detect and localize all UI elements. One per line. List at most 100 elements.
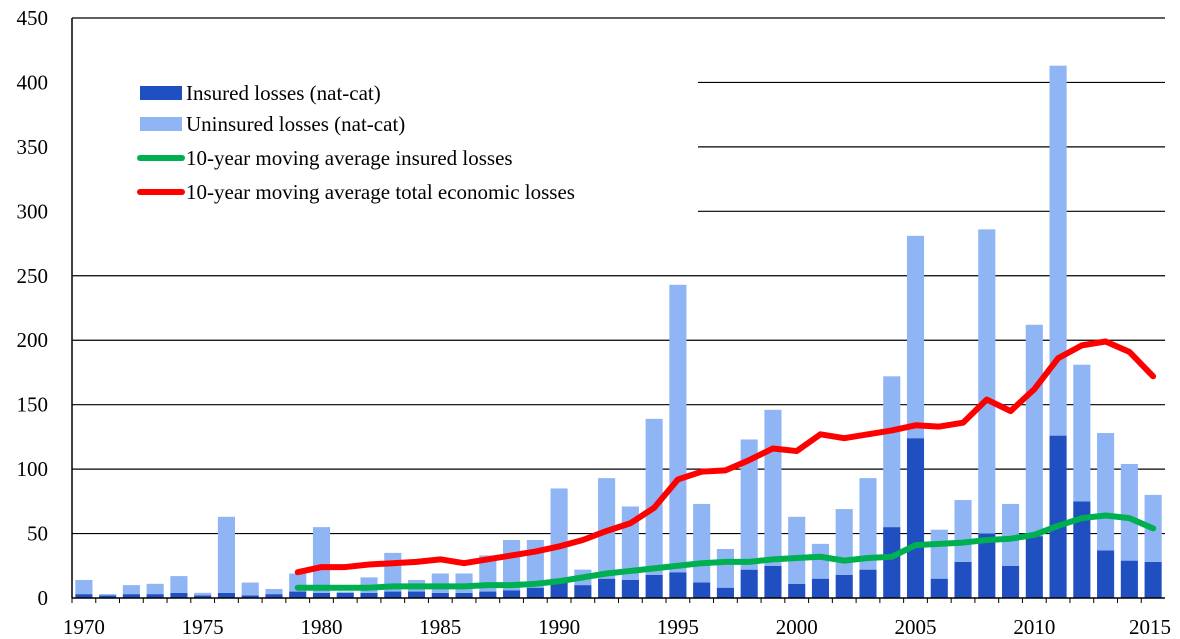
insured-bar-1978 — [265, 594, 283, 598]
y-tick-label: 300 — [17, 199, 49, 223]
uninsured-bar-1980 — [312, 527, 331, 593]
insured-bar-1996 — [693, 582, 711, 598]
uninsured-bar-2007 — [954, 500, 972, 562]
insured-bar-2007 — [954, 561, 972, 598]
y-tick-label: 450 — [17, 6, 49, 30]
legend-label-1: Uninsured losses (nat-cat) — [186, 112, 405, 136]
uninsured-bar-2002 — [835, 509, 853, 575]
legend: Insured losses (nat-cat) Uninsured losses… — [137, 81, 575, 204]
insured-bar-1975 — [194, 595, 212, 598]
insured-bar-2003 — [859, 569, 877, 598]
insured-bar-1987 — [479, 591, 497, 598]
uninsured-bar-2008 — [978, 229, 996, 534]
total-moving-average-line — [294, 338, 1157, 576]
x-tick-label: 2005 — [895, 615, 937, 639]
insured-bar-1989 — [526, 587, 544, 598]
uninsured-bar-2004 — [883, 376, 901, 528]
y-tick-label: 350 — [17, 135, 49, 159]
uninsured-bar-2001 — [811, 543, 830, 579]
uninsured-bar-2014 — [1120, 463, 1138, 561]
insured-bar-1976 — [217, 592, 235, 598]
uninsured-bar-1990 — [550, 488, 568, 579]
uninsured-bar-2000 — [788, 516, 806, 584]
insured-bar-2009 — [1002, 565, 1020, 598]
x-tick-label: 1990 — [538, 615, 580, 639]
y-tick-label: 100 — [17, 457, 49, 481]
uninsured-bar-2012 — [1073, 364, 1091, 502]
y-tick-label: 50 — [27, 522, 48, 546]
uninsured-bar-1973 — [146, 583, 164, 595]
uninsured-bar-1995 — [669, 284, 687, 573]
x-tick-label: 1975 — [182, 615, 224, 639]
uninsured-bar-1975 — [194, 592, 212, 596]
y-tick-label: 200 — [17, 328, 49, 352]
x-tick-label: 2015 — [1129, 615, 1171, 639]
uninsured-bar-2009 — [1002, 503, 1020, 566]
uninsured-bar-1978 — [265, 588, 283, 595]
insured-bar-1981 — [336, 592, 354, 598]
gridlines — [72, 17, 1165, 535]
uninsured-bar-1999 — [764, 409, 782, 566]
insured-bar-1999 — [764, 565, 782, 598]
axes: 0 50 100 150 200 250 300 350 400 450 1970 1975 1980 1… — [17, 6, 1172, 639]
insured-bar-1972 — [122, 594, 140, 598]
insured-bar-2004 — [883, 527, 901, 598]
insured-bar-2014 — [1120, 560, 1138, 598]
insured-bar-2010 — [1025, 536, 1043, 598]
insured-bar-1994 — [645, 574, 663, 598]
insured-bar-1991 — [574, 585, 592, 598]
x-tick-label: 1985 — [419, 615, 461, 639]
insured-bar-1982 — [360, 592, 378, 598]
legend-label-2: 10-year moving average insured losses — [186, 146, 513, 170]
insured-bar-1986 — [455, 592, 473, 598]
x-tick-label: 1980 — [300, 615, 342, 639]
y-tick-label: 0 — [38, 586, 49, 610]
insured-bar-2013 — [1097, 550, 1115, 598]
insured-bar-1971 — [99, 595, 117, 598]
insured-bar-1998 — [740, 569, 758, 598]
y-tick-label: 400 — [17, 70, 49, 94]
x-tick-label: 1970 — [63, 615, 105, 639]
insured-moving-average-line — [294, 512, 1157, 591]
x-tick-label: 2000 — [776, 615, 818, 639]
uninsured-bar-2010 — [1025, 324, 1043, 537]
insured-bar-1984 — [407, 591, 426, 598]
insured-bar-1997 — [716, 587, 734, 598]
uninsured-bar-1974 — [170, 576, 188, 593]
uninsured-bar-1976 — [217, 516, 235, 593]
insured-bar-1974 — [170, 592, 188, 598]
uninsured-bar-2003 — [859, 478, 877, 570]
moving-average-lines — [294, 338, 1157, 591]
uninsured-bar-1998 — [740, 439, 758, 570]
x-tick-label: 2010 — [1013, 615, 1055, 639]
insured-bar-1988 — [503, 590, 521, 598]
uninsured-bar-2006 — [930, 529, 948, 579]
legend-label-0: Insured losses (nat-cat) — [186, 81, 381, 105]
insured-bar-2008 — [978, 533, 996, 598]
insured-bar-2001 — [811, 578, 830, 598]
uninsured-bar-1981 — [336, 591, 354, 593]
uninsured-bar-1994 — [645, 418, 663, 575]
insured-bar-1973 — [146, 594, 164, 598]
uninsured-bar-1997 — [716, 549, 734, 588]
insured-bar-1977 — [241, 595, 259, 598]
insured-bar-2000 — [788, 583, 806, 598]
uninsured-bar-2005 — [906, 235, 925, 439]
insured-bar-1993 — [621, 579, 639, 598]
insured-bar-2002 — [835, 574, 853, 598]
insured-bar-2015 — [1144, 561, 1162, 598]
insured-bar-1970 — [75, 594, 93, 598]
insured-bar-1979 — [289, 591, 307, 598]
uninsured-bar-2011 — [1049, 65, 1067, 436]
insured-bar-2011 — [1049, 435, 1067, 598]
insured-bar-2006 — [930, 578, 948, 598]
uninsured-bar-2013 — [1097, 433, 1115, 551]
legend-label-3: 10-year moving average total economic lo… — [186, 180, 575, 204]
uninsured-bar-1970 — [75, 579, 93, 595]
uninsured-bar-1972 — [122, 585, 140, 595]
insured-bar-1985 — [431, 592, 449, 598]
insured-bar-1995 — [669, 572, 687, 598]
uninsured-bar-1996 — [693, 503, 711, 583]
insured-bar-1992 — [598, 578, 616, 598]
uninsured-bar-1977 — [241, 582, 259, 596]
